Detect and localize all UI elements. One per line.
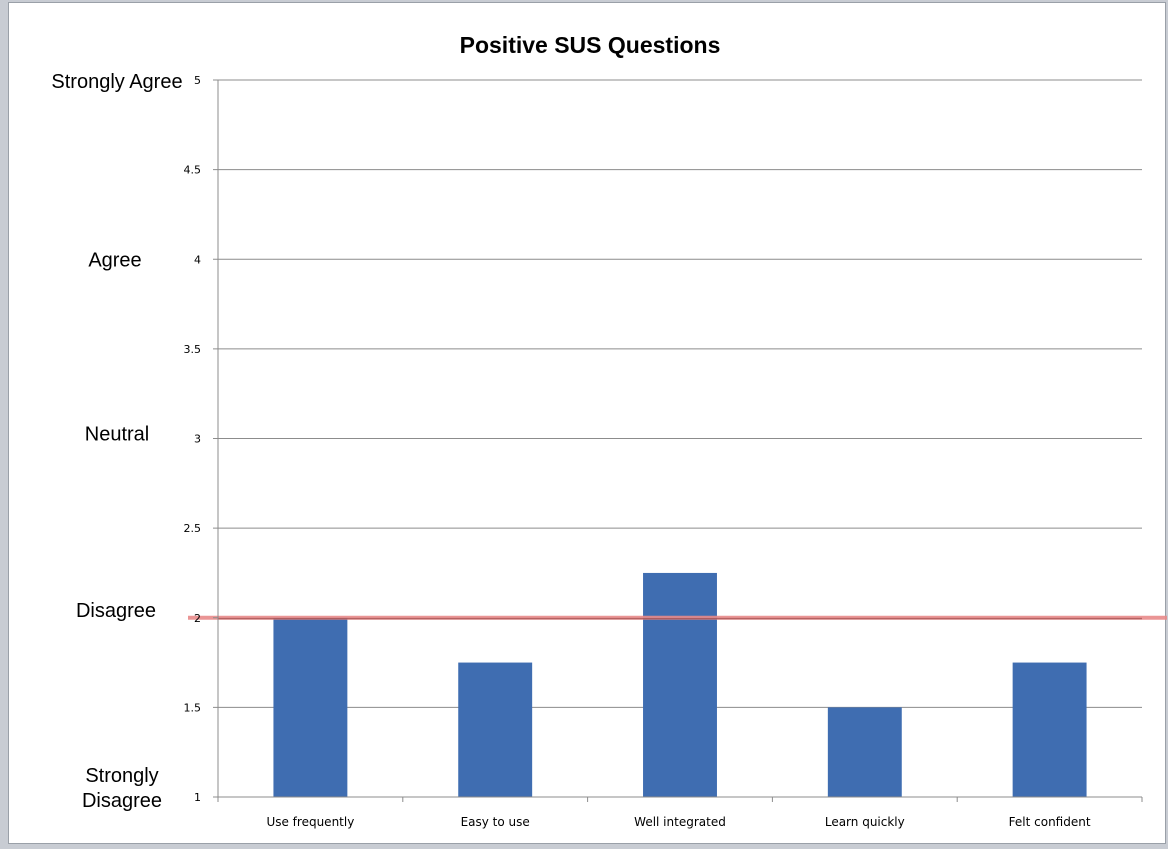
y-tick-label: 5: [194, 74, 201, 87]
scale-label-line: Disagree: [82, 790, 162, 812]
scale-label-line: Neutral: [85, 424, 149, 446]
chart-frame: Positive SUS Questions 1 1.5 2 2.5 3 3.5 4 4.5 5…: [8, 2, 1167, 844]
scale-label-line: Disagree: [76, 600, 156, 622]
bar: [827, 707, 902, 797]
x-category-label: Easy to use: [461, 815, 530, 829]
scale-label: Strongly Disagree: [82, 765, 162, 812]
chart: Positive SUS Questions 1 1.5 2 2.5 3 3.5 4 4.5 5…: [51, 32, 1167, 829]
scale-label: Disagree: [76, 600, 156, 622]
x-category-label: Well integrated: [634, 815, 726, 829]
x-category-label: Learn quickly: [825, 815, 905, 829]
scale-label-line: Strongly: [85, 765, 158, 787]
x-category-label: Use frequently: [266, 815, 354, 829]
bar: [458, 662, 533, 797]
bar: [643, 572, 717, 797]
scale-label: Agree: [88, 249, 141, 271]
y-tick-label: 2.5: [184, 522, 202, 535]
y-tick-label: 2: [194, 612, 201, 625]
y-tick-label: 4: [194, 253, 201, 266]
bar: [1012, 662, 1087, 797]
scale-label-line: Agree: [88, 249, 141, 271]
scale-label: Strongly Agree: [51, 71, 182, 93]
y-tick-label: 1.5: [184, 701, 202, 714]
scale-label-line: Strongly Agree: [51, 71, 182, 93]
bar: [273, 617, 348, 797]
y-tick-label: 1: [194, 791, 201, 804]
y-tick-label: 3: [194, 433, 201, 446]
x-category-label: Felt confident: [1009, 815, 1091, 829]
scale-label: Neutral: [85, 424, 149, 446]
chart-title: Positive SUS Questions: [460, 32, 721, 58]
y-tick-label: 3.5: [184, 343, 202, 356]
y-tick-label: 4.5: [184, 164, 202, 177]
